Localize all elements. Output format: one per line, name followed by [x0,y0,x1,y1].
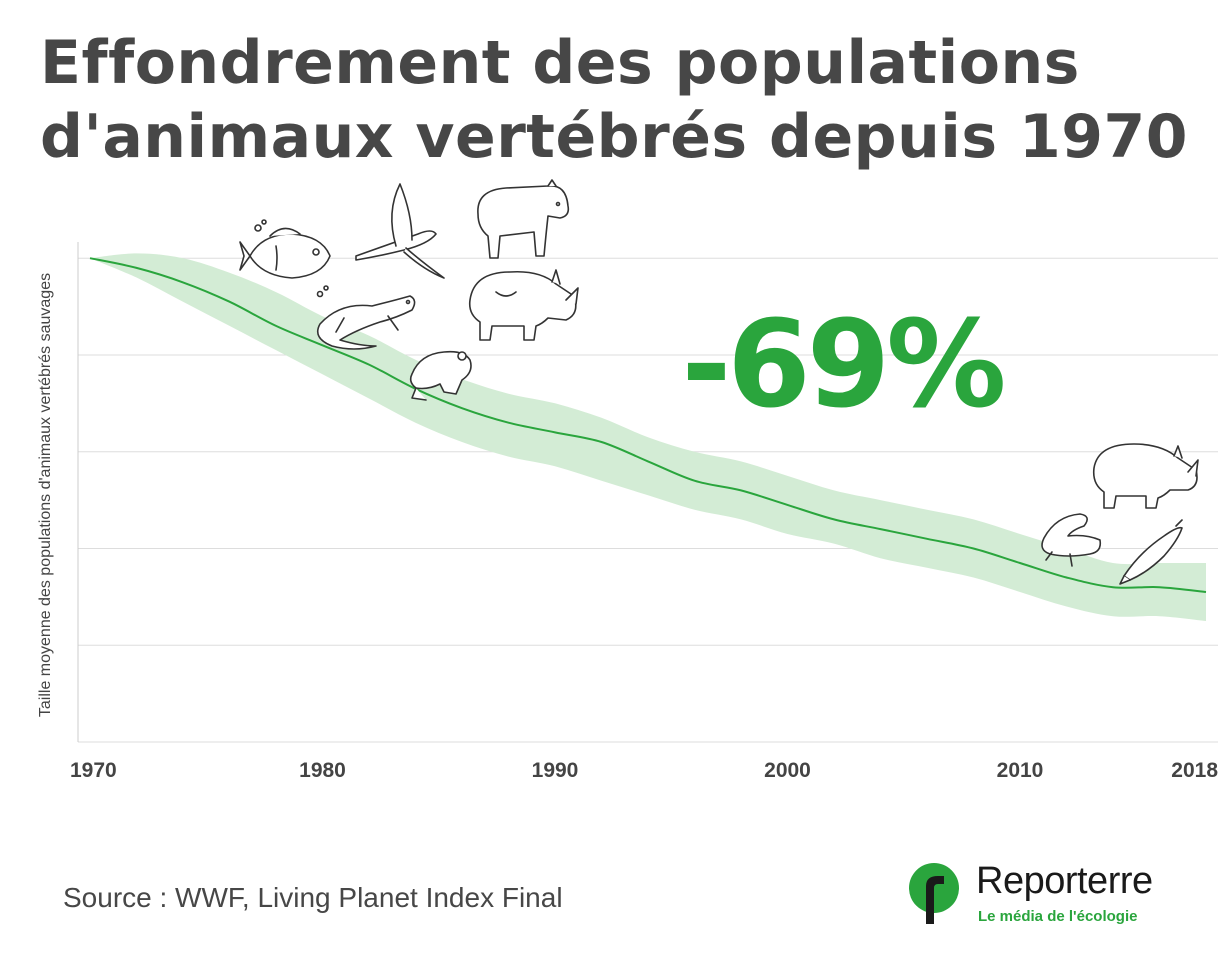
chart-title: Effondrement des populations d'animaux v… [40,26,1200,174]
salmon-icon [1119,519,1183,585]
rhino-icon [468,269,579,341]
x-tick-label-1980: 1980 [299,759,346,782]
decline-annotation: -69% [681,296,1003,435]
bear-icon [477,179,570,259]
x-tick-label-1990: 1990 [532,759,579,782]
x-axis-ticks: 1970 1980 1990 2000 2010 2018 [70,759,1218,782]
reporterre-logo-icon [909,863,959,924]
logo-tagline: Le média de l'écologie [978,908,1138,925]
x-tick-label-1970: 1970 [70,759,117,782]
y-axis-label: Taille moyenne des populations d'animaux… [37,273,54,717]
source-note: Source : WWF, Living Planet Index Final [63,882,563,913]
salamander-icon-2 [1041,513,1102,567]
chart-title-line-1: Effondrement des populations [40,28,1080,98]
x-tick-label-2018: 2018 [1171,759,1218,782]
trend-line [89,257,1207,593]
rhino-icon-2 [1092,443,1199,509]
fish-icon [239,219,331,279]
bird-icon [355,183,445,279]
x-tick-label-2010: 2010 [997,759,1044,782]
x-tick-label-2000: 2000 [764,759,811,782]
frog-icon [409,350,472,401]
chart-title-line-2: d'animaux vertébrés depuis 1970 [40,102,1188,172]
confidence-band [90,253,1206,621]
salamander-icon [316,285,416,350]
reporterre-logo: Reporterre Le média de l'écologie [908,860,1208,930]
logo-name: Reporterre [976,860,1153,902]
